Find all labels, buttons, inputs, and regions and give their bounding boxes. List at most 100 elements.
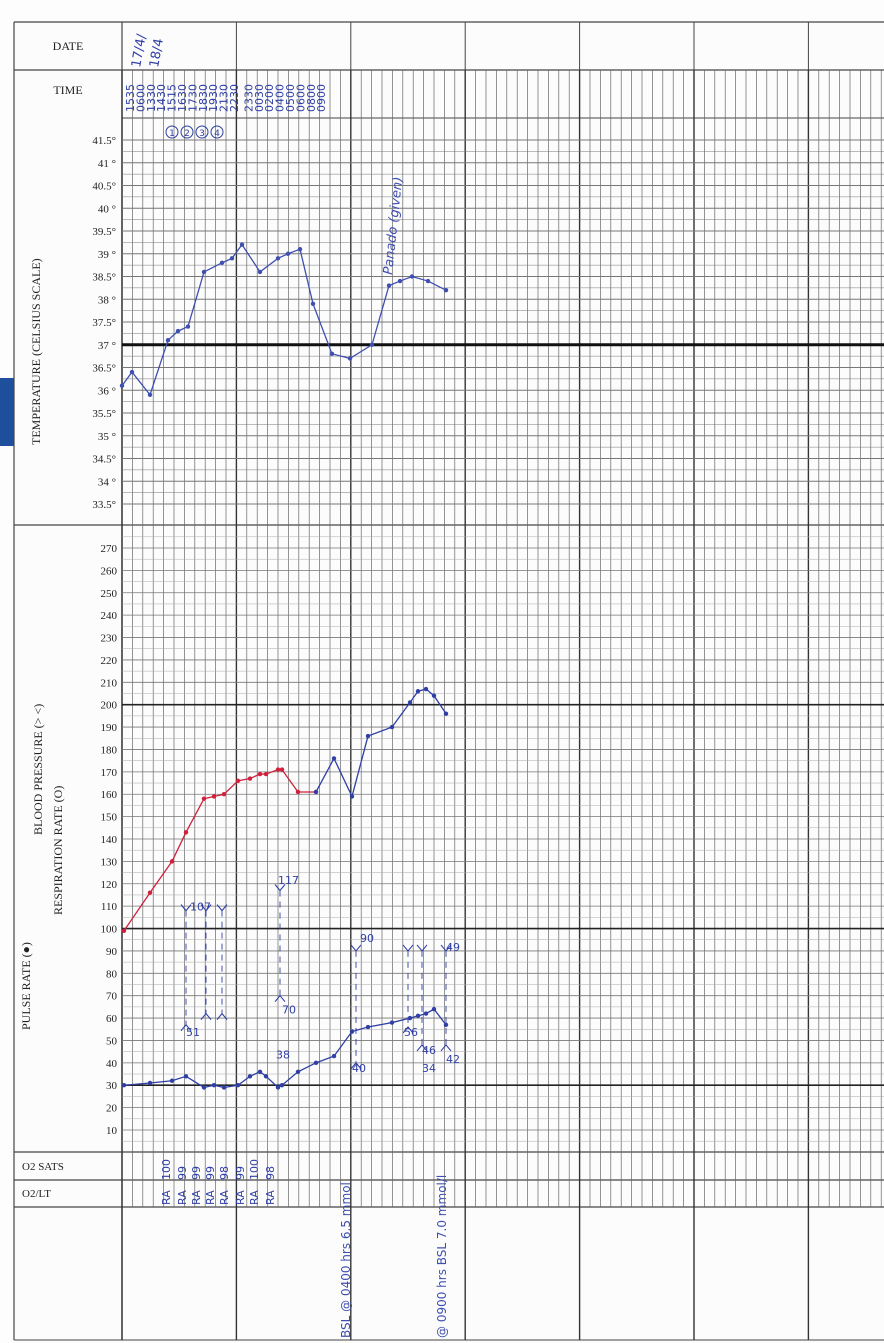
chart-grid xyxy=(13,21,884,1341)
bp-annotation: 107 xyxy=(190,901,211,914)
respiration-point xyxy=(349,1029,355,1034)
respiration-point xyxy=(313,1060,319,1066)
date-entry: 17/4/ xyxy=(129,32,150,68)
respiration-point xyxy=(365,1024,371,1030)
bp-systolic-mark xyxy=(350,944,362,952)
blood-pressure-point xyxy=(313,789,319,795)
vitals-tick-label: 100 xyxy=(101,924,118,936)
pulse-point xyxy=(169,859,175,864)
vitals-tick-label: 40 xyxy=(106,1058,118,1070)
temperature-point xyxy=(297,247,303,252)
temperature-tick-label: 35 ° xyxy=(98,431,116,443)
bp-systolic-mark xyxy=(180,904,192,912)
temperature-point xyxy=(229,256,235,261)
temperature-point xyxy=(397,278,403,284)
respiration-point xyxy=(147,1080,153,1086)
vitals-tick-label: 260 xyxy=(101,565,118,577)
temperature-point xyxy=(425,278,431,284)
temperature-tick-label: 38 ° xyxy=(98,294,116,306)
temperature-tick-label: 39 ° xyxy=(98,249,116,261)
time-entry: 1830 xyxy=(197,84,210,112)
temperature-tick-label: 34 ° xyxy=(98,476,116,488)
time-entry: 0030 xyxy=(253,84,266,112)
side-color-tab xyxy=(0,378,14,446)
vitals-tick-label: 110 xyxy=(101,901,118,913)
respiration-point xyxy=(407,1015,413,1021)
respiration-point xyxy=(295,1069,301,1075)
bp-diastolic-mark xyxy=(416,1044,428,1052)
temperature-point xyxy=(347,356,353,361)
time-entry: 2130 xyxy=(218,84,231,112)
o2-lt-value: RA xyxy=(248,1190,261,1205)
respiration-point xyxy=(201,1085,207,1090)
respiration-point xyxy=(279,1083,285,1088)
pulse-point xyxy=(295,789,301,795)
respiration-point xyxy=(389,1020,395,1025)
bp-diastolic-mark xyxy=(180,1023,192,1032)
respiration-rate-label: RESPIRATION RATE (O) xyxy=(51,786,65,915)
temperature-point xyxy=(201,269,207,275)
temperature-tick-label: 37.5° xyxy=(92,317,116,329)
bp-annotation: 117 xyxy=(278,874,299,887)
temperature-tick-label: 35.5° xyxy=(92,408,116,420)
temperature-axis-label: TEMPERATURE (CELSIUS SCALE) xyxy=(29,258,43,445)
temperature-point xyxy=(185,324,191,329)
respiration-point xyxy=(235,1083,241,1088)
temperature-point xyxy=(310,301,316,306)
temperature-point xyxy=(285,251,291,256)
vitals-tick-label: 220 xyxy=(101,655,118,667)
o2-lt-value: RA xyxy=(204,1190,217,1205)
vitals-tick-label: 150 xyxy=(101,812,118,824)
time-entry: 0200 xyxy=(263,84,276,112)
shift-mark-circle xyxy=(165,125,179,139)
time-entry: 0800 xyxy=(305,84,318,112)
o2-sats-value: 99 xyxy=(234,1166,247,1180)
shift-mark-circle xyxy=(210,125,224,139)
pulse-point xyxy=(263,771,269,777)
temperature-tick-label: 37 ° xyxy=(98,340,116,352)
vitals-tick-label: 130 xyxy=(101,856,118,868)
vitals-series xyxy=(121,686,449,1090)
bp-systolic-mark xyxy=(216,904,228,912)
pulse-point xyxy=(221,792,227,797)
time-entry: 0600 xyxy=(134,84,147,112)
bp-systolic-mark xyxy=(402,944,414,952)
temperature-tick-label: 38.5° xyxy=(92,272,116,284)
time-entry: 0500 xyxy=(284,84,297,112)
temperature-point xyxy=(119,383,125,388)
vitals-tick-label: 70 xyxy=(106,991,118,1003)
shift-mark-label: 1 xyxy=(169,129,175,139)
vitals-tick-label: 120 xyxy=(101,879,118,891)
respiration-point xyxy=(263,1074,269,1079)
bp-annotations: 107 117 70 51 56 90 40 38 46 42 34 49 xyxy=(180,874,460,1075)
bp-diastolic-mark xyxy=(440,1044,452,1052)
vitals-tick-label: 160 xyxy=(101,789,118,801)
shift-mark-circle xyxy=(195,125,209,139)
bp-diastolic-mark xyxy=(274,994,286,1003)
time-label: TIME xyxy=(53,83,82,97)
pulse-point xyxy=(183,830,189,835)
pulse-point xyxy=(257,771,263,777)
pulse-point xyxy=(235,778,241,783)
temperature-point xyxy=(165,338,171,343)
bp-systolic-mark xyxy=(274,884,286,892)
vitals-tick-label: 200 xyxy=(101,700,118,712)
o2-lt-value: RA xyxy=(176,1190,189,1205)
respiration-point xyxy=(183,1074,189,1079)
pulse-point xyxy=(275,767,281,772)
vitals-tick-label: 250 xyxy=(101,588,118,600)
vitals-tick-label: 180 xyxy=(101,744,118,756)
respiration-point xyxy=(331,1053,337,1059)
blood-pressure-point xyxy=(415,689,421,694)
bsl-note-1: BSL @ 0400 hrs 6.5 mmol xyxy=(339,1182,353,1338)
time-entry: 0600 xyxy=(294,84,307,112)
bp-annotation: 46 xyxy=(422,1044,436,1057)
temperature-point xyxy=(147,392,153,397)
blood-pressure-point xyxy=(389,724,395,730)
respiration-point xyxy=(443,1022,449,1027)
respiration-point xyxy=(431,1006,437,1012)
vitals-tick-label: 80 xyxy=(106,968,118,980)
temperature-tick-label: 40 ° xyxy=(98,203,116,215)
